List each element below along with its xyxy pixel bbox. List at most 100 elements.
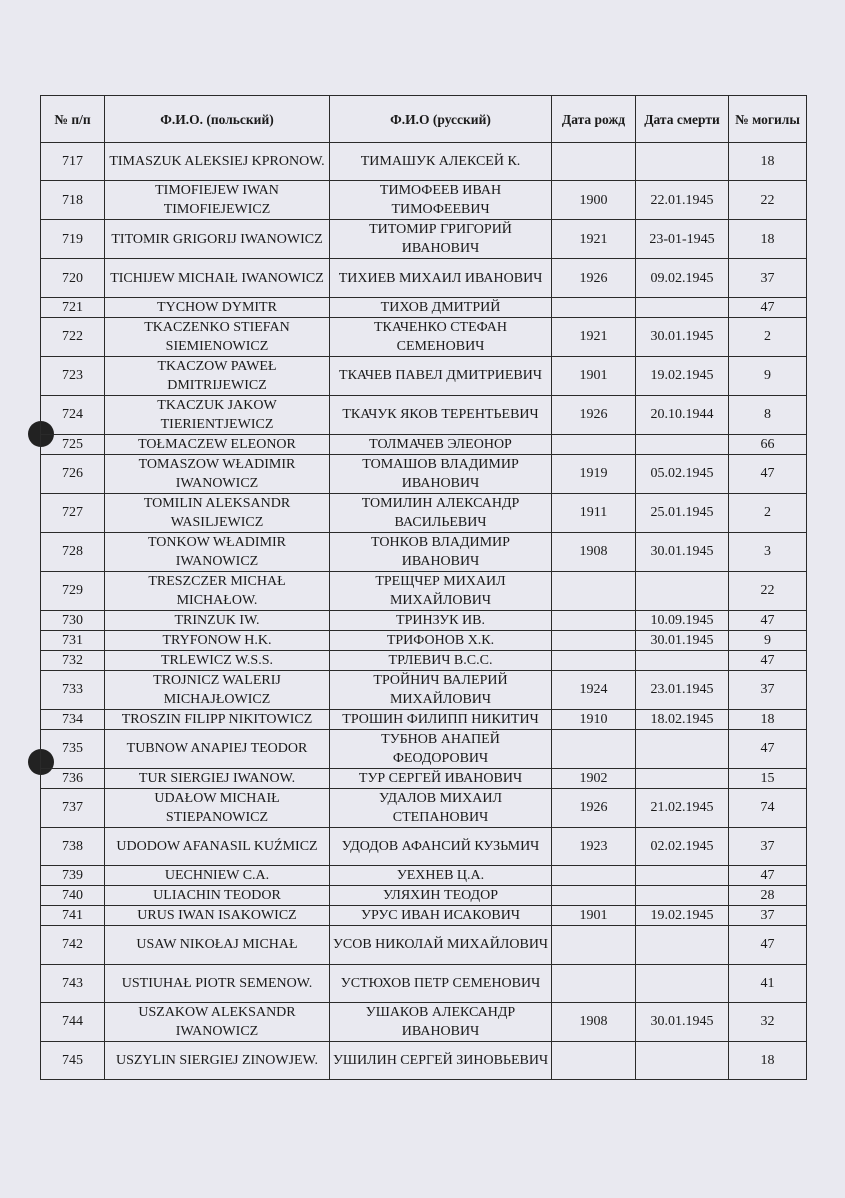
death-date [635, 433, 729, 455]
name-russian: УСТЮХОВ ПЕТР СЕМЕНОВИЧ [329, 963, 552, 1003]
table-row: 742 USAW NIKOŁAJ MICHAŁ УСОВ НИКОЛАЙ МИХАЙ… [40, 925, 807, 965]
birth-date: 1908 [551, 1001, 636, 1042]
row-number: 741 [40, 905, 105, 927]
death-date [635, 728, 729, 769]
name-russian: УШАКОВ АЛЕКСАНДР ИВАНОВИЧ [329, 1001, 552, 1042]
birth-date: 1908 [551, 531, 636, 572]
table-row: 728 TONKOW WŁADIMIR IWANOWICZ ТОНКОВ ВЛАДИ… [40, 531, 807, 572]
name-polish: TRYFONOW H.K. [104, 629, 330, 651]
birth-date [551, 925, 636, 965]
death-date [635, 885, 729, 907]
grave-number: 47 [728, 296, 807, 318]
birth-date: 1902 [551, 767, 636, 789]
name-polish: TUBNOW ANAPIEJ TEODOR [104, 728, 330, 769]
row-number: 730 [40, 609, 105, 631]
name-russian: УШИЛИН СЕРГЕЙ ЗИНОВЬЕВИЧ [329, 1040, 552, 1081]
row-number: 733 [40, 669, 105, 710]
grave-number: 41 [728, 963, 807, 1003]
name-russian: ТКАЧЕВ ПАВЕЛ ДМИТРИЕВИЧ [329, 355, 552, 396]
table-row: 725 TOŁMACZEW ELEONOR ТОЛМАЧЕВ ЭЛЕОНОР 66 [40, 433, 807, 455]
birth-date [551, 649, 636, 671]
header-number: № п/п [40, 95, 105, 143]
name-russian: ТИХИЕВ МИХАИЛ ИВАНОВИЧ [329, 258, 552, 298]
grave-number: 9 [728, 355, 807, 396]
name-polish: UDAŁOW MICHAIŁ STIEPANOWICZ [104, 787, 330, 828]
grave-number: 47 [728, 925, 807, 965]
name-russian: ТРИНЗУК ИВ. [329, 609, 552, 631]
death-date: 22.01.1945 [635, 180, 729, 221]
row-number: 743 [40, 963, 105, 1003]
name-russian: УСОВ НИКОЛАЙ МИХАЙЛОВИЧ [329, 925, 552, 965]
name-russian: УДОДОВ АФАНСИЙ КУЗЬМИЧ [329, 826, 552, 867]
birth-date [551, 629, 636, 651]
death-date: 25.01.1945 [635, 492, 729, 533]
table-row: 743 USTIUHAŁ PIOTR SEMENOW. УСТЮХОВ ПЕТР С… [40, 963, 807, 1003]
row-number: 724 [40, 394, 105, 435]
name-russian: ТОМАШОВ ВЛАДИМИР ИВАНОВИЧ [329, 453, 552, 494]
name-polish: URUS IWAN ISAKOWICZ [104, 905, 330, 927]
birth-date: 1921 [551, 316, 636, 357]
table-row: 740 ULIACHIN TEODOR УЛЯХИН ТЕОДОР 28 [40, 885, 807, 907]
death-date [635, 141, 729, 182]
grave-number: 47 [728, 453, 807, 494]
name-russian: ТРЕЩЧЕР МИХАИЛ МИХАЙЛОВИЧ [329, 570, 552, 611]
grave-number: 37 [728, 826, 807, 867]
row-number: 732 [40, 649, 105, 671]
name-russian: ТУР СЕРГЕЙ ИВАНОВИЧ [329, 767, 552, 789]
name-russian: УЕХНЕВ Ц.А. [329, 865, 552, 887]
row-number: 739 [40, 865, 105, 887]
burial-register-table: № п/п Ф.И.О. (польский) Ф.И.О (русский) … [40, 95, 807, 1081]
grave-number: 18 [728, 1040, 807, 1081]
row-number: 735 [40, 728, 105, 769]
table-row: 717 TIMASZUK ALEKSIEJ KPRONOW. ТИМАШУК АЛЕ… [40, 141, 807, 182]
name-russian: ТРОЙНИЧ ВАЛЕРИЙ МИХАЙЛОВИЧ [329, 669, 552, 710]
row-number: 723 [40, 355, 105, 396]
grave-number: 22 [728, 180, 807, 221]
row-number: 721 [40, 296, 105, 318]
name-russian: ТКАЧЕНКО СТЕФАН СЕМЕНОВИЧ [329, 316, 552, 357]
death-date: 30.01.1945 [635, 1001, 729, 1042]
grave-number: 37 [728, 669, 807, 710]
birth-date: 1900 [551, 180, 636, 221]
name-polish: ULIACHIN TEODOR [104, 885, 330, 907]
name-polish: TROJNICZ WALERIJ MICHAJŁOWICZ [104, 669, 330, 710]
name-polish: TROSZIN FILIPP NIKITOWICZ [104, 708, 330, 730]
birth-date: 1919 [551, 453, 636, 494]
birth-date [551, 609, 636, 631]
grave-number: 8 [728, 394, 807, 435]
name-polish: USTIUHAŁ PIOTR SEMENOW. [104, 963, 330, 1003]
death-date: 10.09.1945 [635, 609, 729, 631]
name-russian: ТРИФОНОВ Х.К. [329, 629, 552, 651]
birth-date [551, 885, 636, 907]
death-date [635, 865, 729, 887]
death-date [635, 296, 729, 318]
table-row: 720 TICHIJEW MICHAIŁ IWANOWICZ ТИХИЕВ МИХА… [40, 258, 807, 298]
name-polish: UDODOW AFANASIL KUŹMICZ [104, 826, 330, 867]
death-date [635, 925, 729, 965]
birth-date [551, 570, 636, 611]
death-date: 05.02.1945 [635, 453, 729, 494]
name-polish: TOMILIN ALEKSANDR WASILJEWICZ [104, 492, 330, 533]
name-russian: ТРЛЕВИЧ В.С.С. [329, 649, 552, 671]
table-row: 739 UECHNIEW C.A. УЕХНЕВ Ц.А. 47 [40, 865, 807, 887]
death-date: 19.02.1945 [635, 355, 729, 396]
name-polish: USZAKOW ALEKSANDR IWANOWICZ [104, 1001, 330, 1042]
death-date: 23.01.1945 [635, 669, 729, 710]
name-polish: USAW NIKOŁAJ MICHAŁ [104, 925, 330, 965]
row-number: 731 [40, 629, 105, 651]
name-russian: ТОЛМАЧЕВ ЭЛЕОНОР [329, 433, 552, 455]
name-russian: УРУС ИВАН ИСАКОВИЧ [329, 905, 552, 927]
row-number: 725 [40, 433, 105, 455]
birth-date [551, 141, 636, 182]
table-row: 733 TROJNICZ WALERIJ MICHAJŁOWICZ ТРОЙНИЧ … [40, 669, 807, 710]
birth-date: 1926 [551, 787, 636, 828]
row-number: 742 [40, 925, 105, 965]
table-row: 722 TKACZENKO STIEFAN SIEMIENOWICZ ТКАЧЕНК… [40, 316, 807, 357]
grave-number: 47 [728, 865, 807, 887]
row-number: 722 [40, 316, 105, 357]
name-polish: TITOMIR GRIGORIJ IWANOWICZ [104, 219, 330, 260]
birth-date [551, 1040, 636, 1081]
death-date: 20.10.1944 [635, 394, 729, 435]
header-grave-number: № могилы [728, 95, 807, 143]
